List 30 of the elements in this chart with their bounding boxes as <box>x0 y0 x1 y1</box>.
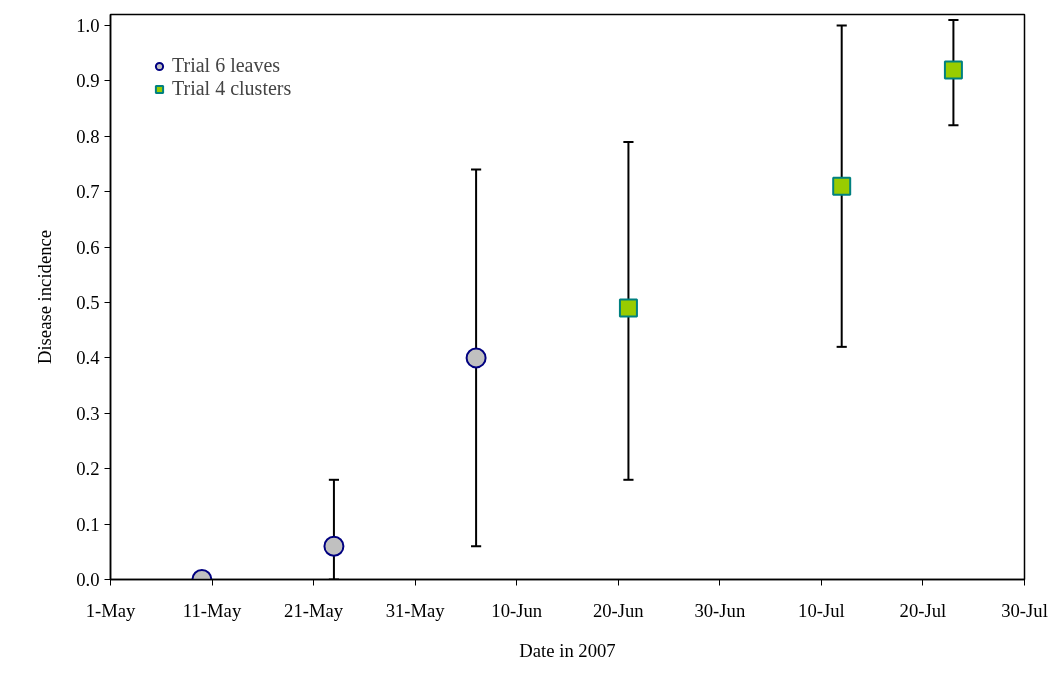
y-tick-label: 0.1 <box>76 513 100 535</box>
y-tick-label: 0.3 <box>76 402 100 424</box>
x-tick-label: 30-Jun <box>694 599 746 621</box>
x-tick-label: 1-May <box>85 599 137 621</box>
x-tick-label: 30-Jul <box>1001 599 1048 621</box>
y-tick-label: 0.4 <box>76 347 101 369</box>
y-tick-label: 0.6 <box>76 236 100 258</box>
x-axis-title: Date in 2007 <box>519 639 616 661</box>
x-tick-label: 11-May <box>182 599 242 621</box>
x-tick-label: 20-Jul <box>899 599 947 621</box>
y-tick-label: 0.2 <box>76 458 100 480</box>
point <box>832 176 852 196</box>
y-tick-label: 0.7 <box>76 181 100 203</box>
y-tick-label: 0.0 <box>76 569 100 590</box>
x-tick-label: 20-Jun <box>592 599 645 621</box>
x-tick-label: 21-May <box>284 599 344 621</box>
y-tick-label: 0.8 <box>76 125 100 147</box>
point <box>618 298 638 318</box>
legend-label: Trial 4 clusters <box>172 77 292 100</box>
y-axis-title: Disease incidence <box>34 229 56 365</box>
legend-label: Trial 6 leaves <box>172 54 281 77</box>
x-tick-label: 31-May <box>385 599 446 621</box>
point <box>323 535 345 557</box>
point <box>465 347 487 369</box>
x-tick-label: 10-Jul <box>798 599 845 621</box>
y-tick-label: 1.0 <box>76 15 100 37</box>
x-tick-label: 10-Jun <box>491 599 543 621</box>
y-tick-label: 0.5 <box>76 292 100 314</box>
point <box>943 60 963 80</box>
y-tick-label: 0.9 <box>76 70 100 92</box>
